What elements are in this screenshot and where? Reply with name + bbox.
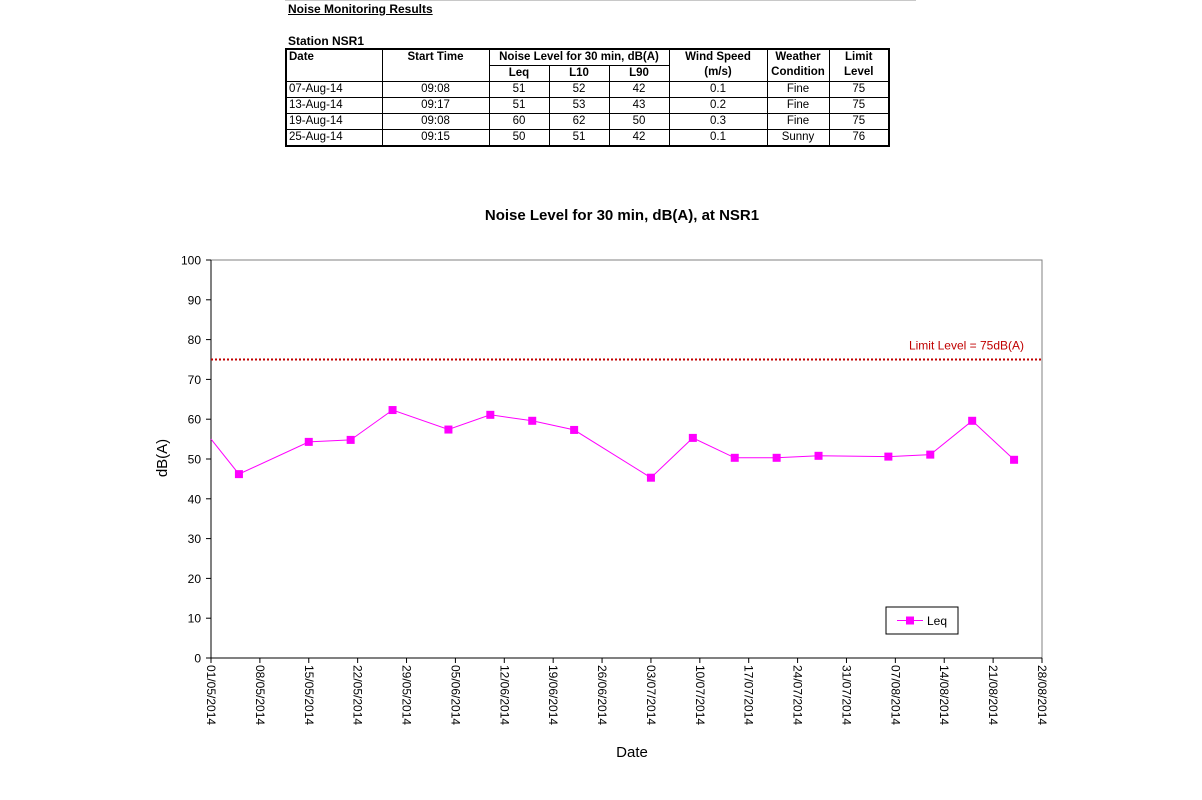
data-point bbox=[772, 453, 781, 462]
data-point bbox=[884, 452, 893, 461]
cell-weather: Fine bbox=[766, 113, 830, 130]
data-point bbox=[570, 425, 579, 434]
x-tick-label: 08/05/2014 bbox=[253, 665, 267, 725]
table-header-row: Date Start Time Noise Level for 30 min, … bbox=[285, 48, 890, 82]
cell-l10: 51 bbox=[548, 129, 610, 147]
x-tick-label: 24/07/2014 bbox=[791, 665, 805, 725]
limit-reference: Limit Level = 75dB(A) bbox=[211, 339, 1042, 361]
table-row: 25-Aug-14 09:15 50 51 42 0.1 Sunny 76 bbox=[285, 129, 890, 147]
data-point bbox=[730, 453, 739, 462]
y-axis-label: dB(A) bbox=[154, 439, 171, 477]
data-point bbox=[444, 425, 453, 434]
y-tick-label: 20 bbox=[188, 572, 202, 586]
y-tick-label: 0 bbox=[194, 652, 201, 666]
x-tick-label: 21/08/2014 bbox=[986, 665, 1000, 725]
cell-leq: 60 bbox=[488, 113, 550, 130]
x-tick-label: 01/05/2014 bbox=[204, 665, 218, 725]
table-subheader-row: Leq L10 L90 bbox=[286, 65, 889, 82]
y-tick-label: 90 bbox=[188, 293, 202, 307]
station-label: Station NSR1 bbox=[288, 34, 365, 48]
data-point bbox=[814, 451, 823, 460]
data-point bbox=[688, 433, 697, 442]
chart-title: Noise Level for 30 min, dB(A), at NSR1 bbox=[485, 207, 759, 224]
cell-limit: 76 bbox=[828, 129, 890, 147]
data-point bbox=[528, 416, 537, 425]
table-row: 13-Aug-14 09:17 51 53 43 0.2 Fine 75 bbox=[285, 97, 890, 114]
table-row: 07-Aug-14 09:08 51 52 42 0.1 Fine 75 bbox=[285, 81, 890, 98]
x-tick-label: 10/07/2014 bbox=[693, 665, 707, 725]
x-tick-label: 26/06/2014 bbox=[595, 665, 609, 725]
axes: 0 10 20 30 40 50 60 70 80 90 100 01/05/2014 08/05/20… bbox=[181, 254, 1049, 726]
x-tick-label: 28/08/2014 bbox=[1035, 665, 1049, 725]
y-tick-label: 100 bbox=[181, 254, 201, 268]
legend: Leq bbox=[885, 606, 959, 635]
y-tick-label: 30 bbox=[188, 532, 202, 546]
header-l10: L10 bbox=[548, 65, 610, 82]
y-tick-label: 40 bbox=[188, 492, 202, 506]
x-tick-label: 14/08/2014 bbox=[937, 665, 951, 725]
cell-leq: 50 bbox=[488, 129, 550, 147]
limit-label: Limit Level = 75dB(A) bbox=[909, 339, 1024, 353]
x-tick-label: 19/06/2014 bbox=[546, 665, 560, 725]
series-line-leq bbox=[210, 409, 1015, 479]
legend-marker-icon bbox=[906, 616, 914, 625]
y-tick-label: 80 bbox=[188, 333, 202, 347]
data-point bbox=[646, 473, 655, 482]
results-table: Date Start Time Noise Level for 30 min, … bbox=[285, 48, 890, 147]
cell-wind: 0.1 bbox=[668, 129, 768, 147]
header-start-time: Start Time bbox=[381, 48, 490, 82]
header-l90: L90 bbox=[608, 65, 670, 82]
data-point bbox=[234, 470, 243, 479]
header-weather-line1: Weather bbox=[775, 51, 821, 63]
header-wind-unit: (m/s) bbox=[704, 66, 732, 78]
data-point bbox=[1010, 455, 1019, 464]
x-tick-label: 17/07/2014 bbox=[742, 665, 756, 725]
cell-date: 13-Aug-14 bbox=[285, 97, 383, 114]
y-tick-label: 50 bbox=[188, 453, 202, 467]
legend-label: Leq bbox=[927, 614, 947, 628]
table-row: 19-Aug-14 09:08 60 62 50 0.3 Fine 75 bbox=[285, 113, 890, 130]
data-point bbox=[304, 437, 313, 446]
report-heading: Noise Monitoring Results bbox=[288, 2, 433, 16]
plot-area bbox=[210, 259, 1043, 659]
cell-start: 09:15 bbox=[381, 129, 490, 147]
data-point bbox=[388, 406, 397, 415]
top-divider bbox=[285, 0, 916, 1]
header-wind-speed: Wind Speed (m/s) bbox=[668, 48, 768, 82]
cell-date: 25-Aug-14 bbox=[285, 129, 383, 147]
data-point bbox=[486, 410, 495, 419]
cell-limit: 75 bbox=[828, 113, 890, 130]
x-tick-label: 29/05/2014 bbox=[400, 665, 414, 725]
x-tick-label: 05/06/2014 bbox=[448, 665, 462, 725]
header-limit-line1: Limit bbox=[845, 51, 873, 63]
x-tick-label: 07/08/2014 bbox=[888, 665, 902, 725]
x-axis-label: Date bbox=[616, 744, 648, 761]
header-l10-text: L10 bbox=[569, 67, 589, 79]
data-point bbox=[346, 435, 355, 444]
x-tick-label: 03/07/2014 bbox=[644, 665, 658, 725]
data-point bbox=[926, 450, 935, 459]
x-tick-label: 22/05/2014 bbox=[351, 665, 365, 725]
header-wind-speed-label: Wind Speed bbox=[685, 51, 751, 63]
y-tick-label: 70 bbox=[188, 373, 202, 387]
x-tick-label: 12/06/2014 bbox=[497, 665, 511, 725]
header-limit-line2: Level bbox=[844, 66, 874, 78]
x-tick-label: 15/05/2014 bbox=[302, 665, 316, 725]
series-group bbox=[210, 406, 1019, 482]
cell-wind: 0.3 bbox=[668, 113, 768, 130]
y-tick-label: 60 bbox=[188, 413, 202, 427]
header-leq-text: Leq bbox=[508, 67, 530, 79]
x-tick-label: 31/07/2014 bbox=[839, 665, 853, 725]
header-l90-text: L90 bbox=[629, 67, 649, 79]
data-point bbox=[968, 416, 977, 425]
header-weather-line2: Condition bbox=[771, 66, 825, 78]
y-tick-label: 10 bbox=[188, 612, 202, 626]
cell-weather: Sunny bbox=[766, 129, 830, 147]
